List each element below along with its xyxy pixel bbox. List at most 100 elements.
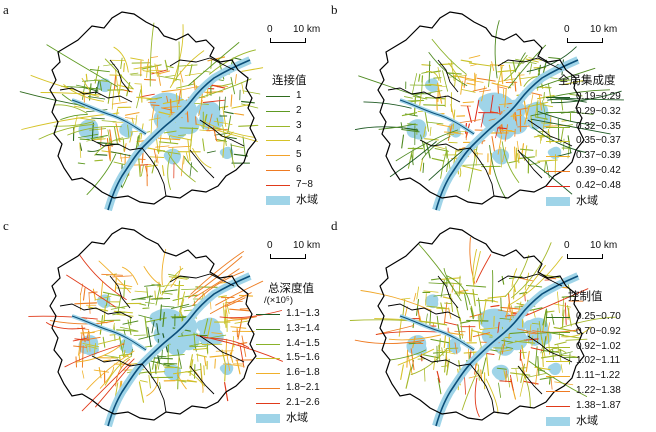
road-segment — [415, 298, 420, 316]
road-segment — [425, 97, 446, 100]
arterial-road — [121, 266, 139, 285]
arterial-road — [525, 288, 589, 317]
road-segment — [421, 75, 424, 83]
scale-zero: 0 — [267, 240, 273, 251]
arterial-road — [28, 315, 98, 320]
road-segment — [424, 110, 430, 132]
arterial-road — [30, 74, 99, 97]
district-line — [109, 59, 131, 93]
district-line — [169, 57, 235, 71]
road-segment — [402, 299, 406, 317]
arterial-road — [522, 264, 546, 296]
road-segment — [183, 157, 185, 165]
road-segment — [157, 359, 161, 370]
legend-item: 1.4~1.5 — [256, 337, 320, 352]
road-segment — [178, 134, 187, 136]
road-segment — [163, 362, 178, 365]
road-segment — [400, 364, 404, 380]
road-segment — [234, 74, 237, 84]
panel-label: b — [331, 2, 338, 17]
road-segment — [100, 281, 104, 299]
arterial-road — [504, 254, 530, 297]
road-segment — [179, 291, 186, 313]
road-segment — [196, 353, 199, 362]
road-segment — [543, 91, 545, 101]
road-segment — [523, 99, 528, 119]
arterial-road — [196, 123, 259, 142]
tributary-line — [399, 99, 475, 135]
arterial-road — [389, 141, 437, 178]
tributary-line — [399, 315, 475, 351]
arterial-road — [46, 44, 118, 88]
road-segment — [469, 313, 483, 318]
road-segment — [422, 162, 425, 173]
legend-swatch — [266, 169, 290, 171]
road-segment — [498, 344, 503, 361]
road-segment — [119, 152, 123, 163]
road-segment — [225, 338, 228, 355]
road-segment — [552, 348, 554, 360]
road-segment — [180, 303, 200, 309]
road-segment — [140, 164, 149, 166]
road-segment — [196, 354, 207, 358]
road-segment — [485, 353, 490, 376]
legend-item: 4 — [266, 133, 307, 148]
legend-swatch — [256, 343, 280, 345]
road-segment — [151, 298, 171, 300]
road-segment — [227, 115, 232, 134]
arterial-road — [104, 58, 134, 90]
arterial-road — [219, 310, 283, 319]
lake — [447, 338, 462, 354]
road-segment — [187, 139, 191, 161]
river-centerline — [435, 275, 579, 427]
arterial-road — [104, 355, 133, 386]
road-segment — [514, 107, 529, 111]
arterial-road — [410, 348, 448, 376]
road-segment — [133, 65, 153, 70]
arterial-road — [561, 326, 592, 338]
road-segment — [172, 297, 183, 302]
road-segment — [534, 346, 538, 368]
road-segment — [424, 367, 426, 382]
road-segment — [446, 158, 449, 173]
road-segment — [487, 65, 492, 88]
road-segment — [565, 338, 588, 341]
legend-item: 1.8~2.1 — [256, 381, 320, 396]
road-segment — [91, 117, 105, 120]
arterial-road — [45, 322, 86, 330]
road-segment — [404, 306, 408, 318]
legend-swatch — [256, 328, 280, 330]
scale-zero: 0 — [564, 240, 570, 251]
arterial-road — [523, 76, 539, 87]
legend-a: 连接值 1 2 3 4 5 6 7~8 水域 — [266, 72, 318, 209]
road-segment — [184, 72, 202, 76]
road-segment — [241, 100, 255, 104]
road-segment — [551, 313, 555, 325]
arterial-road — [63, 84, 105, 102]
legend-label: 2 — [296, 104, 302, 116]
road-segment — [523, 338, 539, 341]
road-segment — [560, 351, 573, 355]
road-segment — [78, 339, 82, 356]
road-segment — [407, 151, 413, 169]
road-segment — [537, 94, 555, 100]
road-segment — [145, 317, 167, 323]
road-segment — [85, 345, 98, 349]
road-segment — [169, 135, 192, 141]
road-segment — [99, 79, 103, 91]
road-segment — [82, 342, 100, 348]
road-segment — [159, 304, 162, 321]
road-segment — [234, 112, 245, 116]
water-swatch — [256, 413, 280, 423]
road-segment — [451, 284, 454, 293]
lake — [425, 294, 439, 309]
road-segment — [481, 357, 487, 375]
road-segment — [507, 293, 511, 312]
arterial-road — [514, 52, 526, 73]
road-segment — [514, 146, 516, 162]
road-segment — [423, 104, 446, 106]
road-segment — [218, 105, 229, 109]
road-segment — [111, 356, 119, 359]
road-segment — [166, 353, 185, 357]
legend-swatch — [546, 126, 570, 128]
